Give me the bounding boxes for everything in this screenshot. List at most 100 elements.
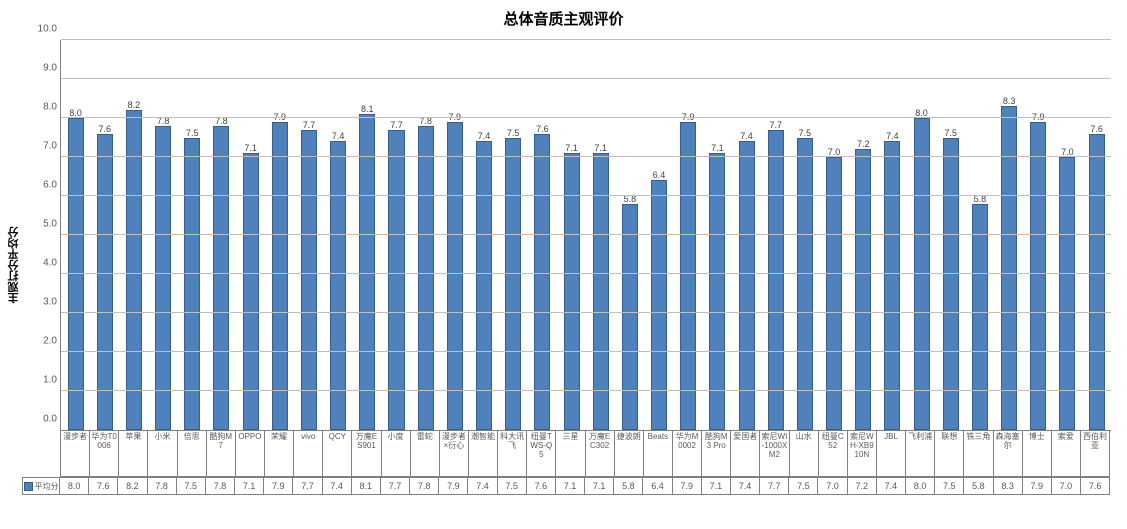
y-tick-label: 4.0 <box>43 258 61 269</box>
bar-slot: 7.4 <box>324 40 353 430</box>
x-tick-label: 森海塞尔 <box>994 431 1023 477</box>
x-tick-label: OPPO <box>236 431 265 477</box>
x-tick-label: 西伯利亚 <box>1081 431 1110 477</box>
bar-slot: 7.9 <box>1024 40 1053 430</box>
bar: 7.6 <box>97 134 113 430</box>
data-cell: 7.5 <box>498 478 527 494</box>
data-cell: 7.7 <box>381 478 410 494</box>
bar: 7.9 <box>680 122 696 430</box>
data-cell: 7.8 <box>410 478 439 494</box>
grid-line <box>61 273 1111 274</box>
bar: 7.6 <box>534 134 550 430</box>
y-tick-label: 2.0 <box>43 336 61 347</box>
bar-slot: 8.3 <box>995 40 1024 430</box>
data-cell: 7.1 <box>235 478 264 494</box>
data-cell: 7.9 <box>1023 478 1052 494</box>
bar-value-label: 8.3 <box>1003 96 1016 106</box>
bar-value-label: 7.1 <box>711 143 724 153</box>
bar-slot: 7.6 <box>1082 40 1111 430</box>
x-tick-label: 索爱 <box>1052 431 1081 477</box>
x-tick-label: 索尼WI-1000XM2 <box>760 431 789 477</box>
x-tick-label: 漫步者×衍心 <box>440 431 469 477</box>
x-tick-label: 漫步者 <box>60 431 90 477</box>
bar-slot: 7.9 <box>440 40 469 430</box>
bar: 7.7 <box>301 130 317 430</box>
grid-line <box>61 39 1111 40</box>
bar-value-label: 7.2 <box>857 139 870 149</box>
bar-slot: 7.0 <box>819 40 848 430</box>
data-cell: 7.4 <box>468 478 497 494</box>
x-tick-label: 爱国者 <box>731 431 760 477</box>
bar-slot: 7.1 <box>557 40 586 430</box>
x-tick-label: 飞利浦 <box>906 431 935 477</box>
y-tick-label: 3.0 <box>43 297 61 308</box>
bar: 5.8 <box>972 204 988 430</box>
plot-area: 8.07.68.27.87.57.87.17.97.77.48.17.77.87… <box>60 40 1111 431</box>
x-tick-label: 华为T0006 <box>90 431 119 477</box>
bar-value-label: 7.4 <box>886 131 899 141</box>
bar-value-label: 6.4 <box>653 170 666 180</box>
bar: 7.9 <box>1030 122 1046 430</box>
bar: 7.6 <box>1089 134 1105 430</box>
data-cell: 7.2 <box>848 478 877 494</box>
data-cells: 8.07.68.27.87.57.87.17.97.77.48.17.77.87… <box>60 478 1110 494</box>
bar-slot: 6.4 <box>644 40 673 430</box>
bar-slot: 8.0 <box>61 40 90 430</box>
legend-text: 平均分 <box>35 481 59 492</box>
bar-slot: 7.5 <box>936 40 965 430</box>
bar: 7.7 <box>388 130 404 430</box>
bar-slot: 7.1 <box>703 40 732 430</box>
x-tick-label: 博士 <box>1023 431 1052 477</box>
data-cell: 7.9 <box>264 478 293 494</box>
data-cell: 7.4 <box>323 478 352 494</box>
grid-line <box>61 234 1111 235</box>
x-tick-label: 荣耀 <box>265 431 294 477</box>
x-tick-label: 铁三角 <box>964 431 993 477</box>
bar: 7.7 <box>768 130 784 430</box>
bar-slot: 7.8 <box>149 40 178 430</box>
data-cell: 7.4 <box>877 478 906 494</box>
bar-slot: 7.4 <box>878 40 907 430</box>
y-tick-label: 9.0 <box>43 63 61 74</box>
bar-slot: 7.5 <box>499 40 528 430</box>
data-cell: 7.8 <box>206 478 235 494</box>
bar-value-label: 7.6 <box>536 124 549 134</box>
bar: 5.8 <box>622 204 638 430</box>
bar-slot: 7.9 <box>265 40 294 430</box>
bar-slot: 8.1 <box>353 40 382 430</box>
bar: 8.2 <box>126 110 142 430</box>
bar-value-label: 7.4 <box>740 131 753 141</box>
x-tick-label: 华为M0002 <box>673 431 702 477</box>
chart-title: 总体音质主观评价 <box>0 8 1127 29</box>
data-cell: 7.7 <box>293 478 322 494</box>
data-cell: 7.6 <box>1081 478 1110 494</box>
x-tick-label: 联想 <box>935 431 964 477</box>
bar: 7.9 <box>447 122 463 430</box>
x-tick-label: QCY <box>323 431 352 477</box>
data-cell: 7.0 <box>818 478 847 494</box>
y-tick-label: 5.0 <box>43 219 61 230</box>
bar: 7.4 <box>739 141 755 430</box>
data-cell: 8.3 <box>994 478 1023 494</box>
bar: 7.4 <box>476 141 492 430</box>
bar: 7.5 <box>505 138 521 431</box>
bar-value-label: 7.4 <box>478 131 491 141</box>
bar: 8.3 <box>1001 106 1017 430</box>
bar: 7.4 <box>330 141 346 430</box>
data-cell: 8.0 <box>60 478 89 494</box>
data-cell: 7.1 <box>585 478 614 494</box>
grid-line <box>61 195 1111 196</box>
bar-slot: 8.0 <box>907 40 936 430</box>
data-cell: 7.5 <box>789 478 818 494</box>
bar: 7.8 <box>155 126 171 430</box>
x-axis-labels: 漫步者华为T0006苹果小米倍思酷狗M7OPPO荣耀vivoQCY万魔ES901… <box>60 431 1110 477</box>
x-tick-label: 倍思 <box>178 431 207 477</box>
y-tick-label: 7.0 <box>43 141 61 152</box>
grid-line <box>61 78 1111 79</box>
bar-slot: 7.5 <box>178 40 207 430</box>
data-cell: 7.6 <box>527 478 556 494</box>
bar-value-label: 7.7 <box>303 120 316 130</box>
bar: 7.2 <box>855 149 871 430</box>
bar-value-label: 8.2 <box>128 100 141 110</box>
x-tick-label: JBL <box>877 431 906 477</box>
